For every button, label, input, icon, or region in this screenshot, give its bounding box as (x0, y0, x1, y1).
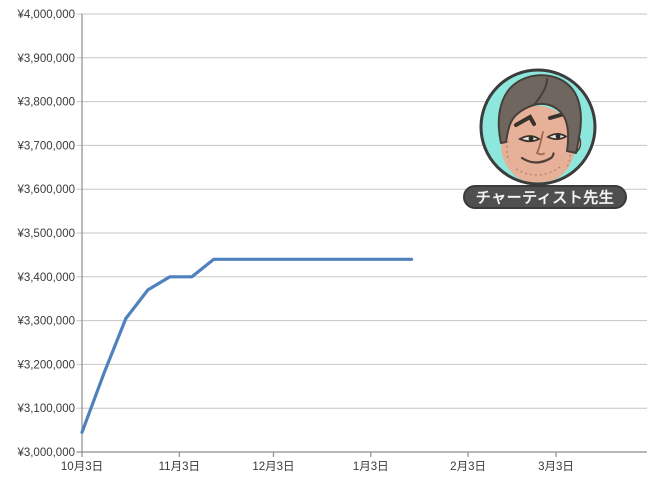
avatar-pupil-left (528, 135, 534, 142)
avatar-hair (497, 74, 582, 154)
avatar-hair-part (533, 78, 548, 106)
x-axis-tick-label: 11月3日 (159, 461, 200, 473)
avatar-smirk-mouth (520, 152, 555, 164)
y-axis-tick-label: ¥3,700,000 (16, 140, 75, 152)
avatar-eyebrow-left (514, 114, 536, 127)
avatar-name-badge: チャーティスト先生 (463, 185, 627, 209)
avatar-pupil-right (555, 133, 561, 139)
axes (76, 14, 647, 457)
chartist-avatar: チャーティスト先生 (463, 68, 627, 209)
balance-line-series (80, 257, 414, 434)
avatar-badge-background (463, 185, 627, 209)
y-axis-tick-label: ¥3,500,000 (16, 228, 75, 240)
avatar-nose (535, 131, 545, 156)
x-axis-tick-label: 1月3日 (353, 461, 389, 473)
y-axis-tick-label: ¥3,400,000 (16, 272, 75, 284)
x-axis-tick-label: 2月3日 (450, 461, 486, 473)
avatar-cheek-stubble-left (505, 140, 510, 162)
avatar-face (501, 106, 575, 183)
balance-line (80, 257, 414, 434)
y-axis-tick-label: ¥3,300,000 (16, 316, 75, 328)
y-axis-tick-label: ¥3,900,000 (16, 53, 75, 65)
y-axis-tick-label: ¥3,600,000 (16, 184, 75, 196)
avatar-circle-border (479, 68, 597, 186)
y-axis-labels: ¥3,000,000 ¥3,100,000 ¥3,200,000 ¥3,300,000… (16, 9, 75, 459)
avatar-badge-label: チャーティスト先生 (476, 189, 614, 207)
y-axis-tick-label: ¥3,800,000 (16, 97, 75, 109)
y-axis-tick-label: ¥3,000,000 (16, 447, 75, 459)
y-axis-tick-label: ¥3,100,000 (16, 403, 75, 415)
x-axis-labels: 10月3日 11月3日 12月3日 1月3日 2月3日 3月3日 (61, 461, 574, 473)
y-axis-tick-label: ¥3,200,000 (16, 359, 75, 371)
gridlines (76, 13, 647, 409)
y-axis-tick-label: ¥4,000,000 (16, 9, 75, 21)
x-axis-tick-label: 12月3日 (252, 461, 294, 473)
x-axis-tick-label: 3月3日 (538, 461, 574, 473)
x-axis-tick-label: 10月3日 (61, 461, 103, 473)
avatar-face-group (497, 74, 582, 183)
